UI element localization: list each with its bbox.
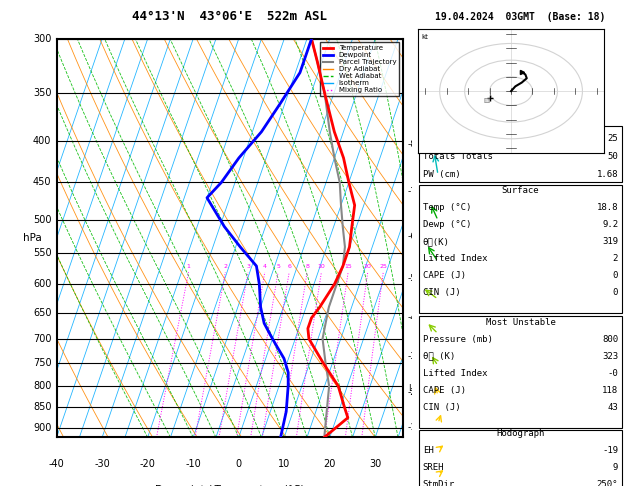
Text: ⚅: ⚅ xyxy=(483,98,489,104)
FancyBboxPatch shape xyxy=(418,185,623,313)
Text: -2: -2 xyxy=(408,388,416,397)
Text: 323: 323 xyxy=(602,352,618,361)
Text: 750: 750 xyxy=(33,358,52,368)
Text: 450: 450 xyxy=(33,177,52,188)
Text: 20: 20 xyxy=(364,264,372,269)
Text: 9.2: 9.2 xyxy=(602,220,618,229)
Text: Surface: Surface xyxy=(502,187,539,195)
Text: 400: 400 xyxy=(33,136,52,146)
Text: -30: -30 xyxy=(94,459,110,469)
Text: 30: 30 xyxy=(369,459,381,469)
Text: 300: 300 xyxy=(33,34,52,44)
Text: Lifted Index: Lifted Index xyxy=(423,254,487,263)
Text: 4: 4 xyxy=(263,264,267,269)
Text: 8: 8 xyxy=(305,264,309,269)
Text: -1: -1 xyxy=(408,423,417,432)
Text: 50: 50 xyxy=(608,152,618,161)
Text: -40: -40 xyxy=(48,459,65,469)
FancyBboxPatch shape xyxy=(418,430,623,486)
Text: Dewp (°C): Dewp (°C) xyxy=(423,220,471,229)
Text: K: K xyxy=(423,134,428,143)
Text: Temp (°C): Temp (°C) xyxy=(423,203,471,212)
Text: θᴇ(K): θᴇ(K) xyxy=(423,237,450,246)
Text: Most Unstable: Most Unstable xyxy=(486,318,555,327)
Text: -8: -8 xyxy=(408,139,417,149)
Text: 1: 1 xyxy=(187,264,191,269)
Text: 19.04.2024  03GMT  (Base: 18): 19.04.2024 03GMT (Base: 18) xyxy=(435,12,606,22)
Text: 0: 0 xyxy=(613,288,618,297)
Text: 9: 9 xyxy=(613,463,618,472)
Text: 350: 350 xyxy=(33,88,52,99)
Text: 900: 900 xyxy=(33,423,52,433)
Text: 25: 25 xyxy=(379,264,387,269)
Text: 700: 700 xyxy=(33,334,52,344)
Text: 0: 0 xyxy=(236,459,242,469)
Text: CIN (J): CIN (J) xyxy=(423,403,460,412)
Text: 650: 650 xyxy=(33,308,52,317)
Text: 1.68: 1.68 xyxy=(597,170,618,179)
Text: CIN (J): CIN (J) xyxy=(423,288,460,297)
Text: 800: 800 xyxy=(33,381,52,391)
Text: 15: 15 xyxy=(344,264,352,269)
Text: km
ASL: km ASL xyxy=(415,7,431,27)
Text: -4: -4 xyxy=(408,313,416,322)
Text: kt: kt xyxy=(422,34,429,40)
Text: 44°13'N  43°06'E  522m ASL: 44°13'N 43°06'E 522m ASL xyxy=(132,10,327,23)
Text: 5: 5 xyxy=(276,264,280,269)
Text: 43: 43 xyxy=(608,403,618,412)
Legend: Temperature, Dewpoint, Parcel Trajectory, Dry Adiabat, Wet Adiabat, Isotherm, Mi: Temperature, Dewpoint, Parcel Trajectory… xyxy=(320,42,399,96)
Text: 319: 319 xyxy=(602,237,618,246)
Text: 20: 20 xyxy=(323,459,336,469)
Text: 18.8: 18.8 xyxy=(597,203,618,212)
Text: Dewpoint / Temperature (°C): Dewpoint / Temperature (°C) xyxy=(155,485,304,486)
Text: Lifted Index: Lifted Index xyxy=(423,369,487,378)
Text: Mixing Ratio (g/kg): Mixing Ratio (g/kg) xyxy=(443,198,452,278)
Text: 250°: 250° xyxy=(597,480,618,486)
Text: 850: 850 xyxy=(33,402,52,413)
Text: EH: EH xyxy=(423,446,433,455)
Text: 800: 800 xyxy=(602,335,618,344)
Text: 6: 6 xyxy=(287,264,291,269)
Text: hPa: hPa xyxy=(23,233,42,243)
Text: Hodograph: Hodograph xyxy=(496,430,545,438)
Text: -19: -19 xyxy=(602,446,618,455)
Text: 600: 600 xyxy=(33,279,52,289)
Text: 25: 25 xyxy=(608,134,618,143)
Text: SREH: SREH xyxy=(423,463,444,472)
FancyBboxPatch shape xyxy=(418,126,623,182)
Text: -0: -0 xyxy=(608,369,618,378)
Text: 2: 2 xyxy=(613,254,618,263)
Text: StmDir: StmDir xyxy=(423,480,455,486)
Text: -6: -6 xyxy=(408,232,417,241)
Text: -20: -20 xyxy=(140,459,155,469)
Text: Pressure (mb): Pressure (mb) xyxy=(423,335,493,344)
Text: CAPE (J): CAPE (J) xyxy=(423,386,466,395)
Text: 2: 2 xyxy=(223,264,227,269)
Text: LCL: LCL xyxy=(408,384,423,393)
Text: -10: -10 xyxy=(186,459,201,469)
FancyBboxPatch shape xyxy=(418,316,623,428)
Text: 118: 118 xyxy=(602,386,618,395)
Text: -7: -7 xyxy=(408,187,417,196)
Text: 500: 500 xyxy=(33,215,52,225)
Text: -5: -5 xyxy=(408,274,417,283)
Text: PW (cm): PW (cm) xyxy=(423,170,460,179)
Text: 10: 10 xyxy=(278,459,291,469)
Text: 3: 3 xyxy=(246,264,250,269)
Text: Totals Totals: Totals Totals xyxy=(423,152,493,161)
Text: -3: -3 xyxy=(408,352,417,361)
Text: θᴇ (K): θᴇ (K) xyxy=(423,352,455,361)
Text: 0: 0 xyxy=(613,271,618,280)
Text: 550: 550 xyxy=(33,248,52,259)
Text: 10: 10 xyxy=(318,264,325,269)
Text: CAPE (J): CAPE (J) xyxy=(423,271,466,280)
